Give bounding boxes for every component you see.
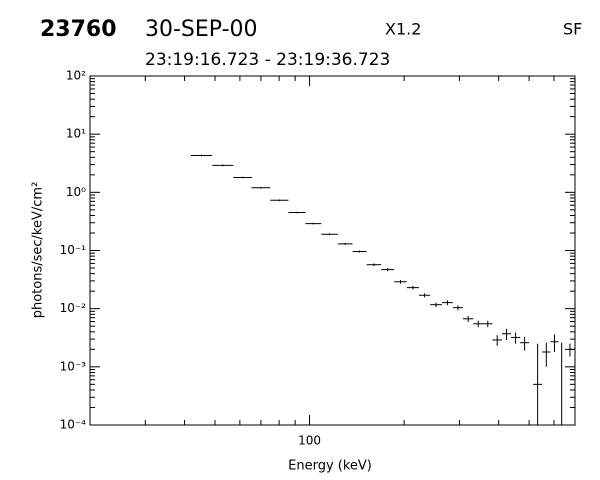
x-tick-label: 100 bbox=[298, 434, 321, 448]
event-date: 30-SEP-00 bbox=[145, 17, 258, 42]
y-tick-label: 10⁻¹ bbox=[60, 243, 87, 257]
plot-frame bbox=[89, 75, 576, 426]
y-tick-label: 10⁰ bbox=[66, 185, 86, 199]
y-tick-label: 10² bbox=[66, 69, 86, 83]
event-id: 23760 bbox=[40, 17, 117, 42]
y-tick-label: 10⁻³ bbox=[60, 359, 87, 373]
y-axis-label: photons/sec/keV/cm² bbox=[31, 182, 46, 319]
y-tick-label: 10¹ bbox=[66, 127, 86, 141]
flag: SF bbox=[563, 20, 582, 39]
x-axis-label: Energy (keV) bbox=[288, 459, 372, 474]
flare-class: X1.2 bbox=[385, 20, 421, 39]
y-tick-label: 10⁻² bbox=[60, 301, 87, 315]
time-range: 23:19:16.723 - 23:19:36.723 bbox=[145, 50, 390, 70]
y-tick-label: 10⁻⁴ bbox=[60, 418, 87, 432]
